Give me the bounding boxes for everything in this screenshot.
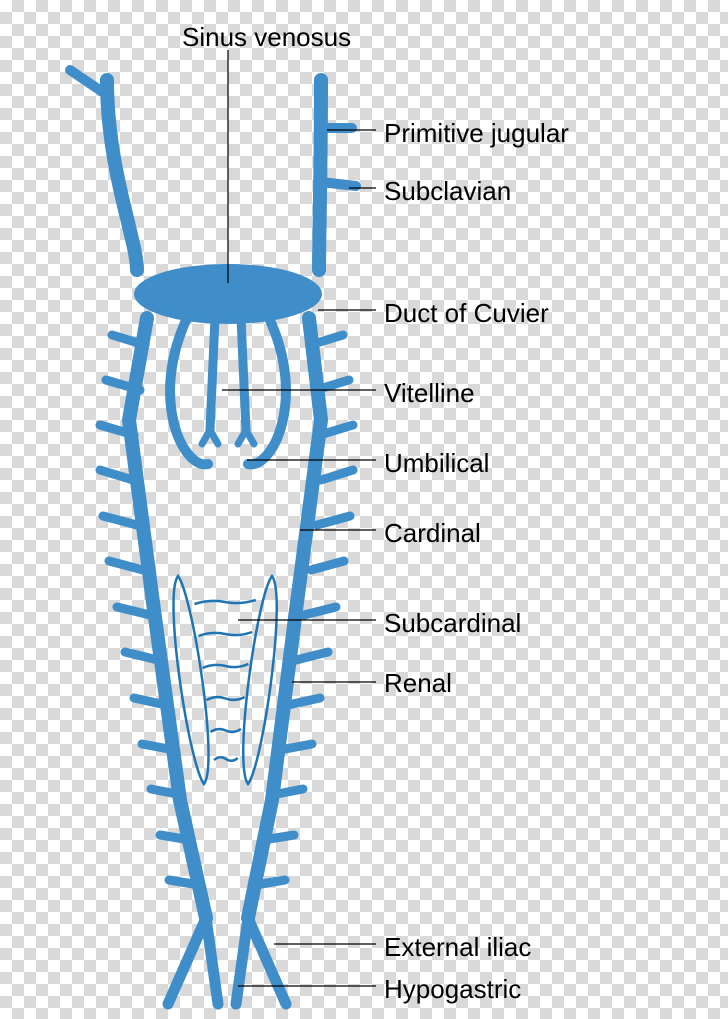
segmental-right-4	[317, 516, 350, 525]
label-external_iliac: External iliac	[384, 932, 531, 963]
segmental-right-12	[255, 880, 285, 885]
segmental-right-5	[311, 561, 344, 570]
label-subcardinal: Subcardinal	[384, 608, 521, 639]
segmental-left-6	[117, 607, 150, 615]
vitelline-left-fork2	[210, 430, 218, 444]
vitelline-right-fork2	[246, 430, 254, 444]
hypogastric-left	[206, 918, 218, 1004]
hypogastric-right	[236, 918, 248, 1004]
label-umbilical: Umbilical	[384, 448, 489, 479]
title-label: Sinus venosus	[182, 22, 351, 53]
segmental-left-3	[100, 470, 133, 480]
segmental-left-11	[160, 835, 190, 840]
segmental-left-9	[142, 744, 174, 750]
external-iliac-left	[168, 918, 206, 1004]
segmental-left-12	[169, 880, 199, 885]
segmental-right-8	[288, 698, 320, 705]
vitelline-right	[241, 318, 246, 430]
segmental-right-9	[280, 744, 312, 750]
subcardinal-cross-5	[214, 757, 238, 761]
label-vitelline: Vitelline	[384, 378, 475, 409]
label-cardinal: Cardinal	[384, 518, 481, 549]
label-hypogastric: Hypogastric	[384, 974, 521, 1005]
segmental-right-11	[263, 835, 294, 840]
label-primitive_jugular: Primitive jugular	[384, 118, 569, 149]
segmental-right-7	[296, 652, 328, 660]
right-subclavian-branch	[321, 182, 356, 186]
segmental-left-5	[109, 561, 143, 570]
anterior-cardinal-left	[107, 80, 137, 270]
segmental-left-4	[103, 516, 137, 525]
label-renal: Renal	[384, 668, 452, 699]
external-iliac-right	[248, 918, 286, 1004]
segmental-left-10	[151, 789, 182, 795]
subcardinal-cross-3	[207, 697, 245, 700]
anterior-cardinal-right	[319, 80, 321, 270]
segmental-right-3	[321, 470, 353, 480]
label-duct_of_cuvier: Duct of Cuvier	[384, 298, 549, 329]
label-subclavian: Subclavian	[384, 176, 511, 207]
vitelline-left	[210, 318, 215, 430]
segmental-right-10	[272, 789, 303, 795]
subcardinal-cross-0	[195, 600, 256, 604]
segmental-right-6	[304, 607, 336, 615]
subcardinal-cross-1	[199, 632, 253, 636]
subcardinal-cross-4	[211, 729, 242, 732]
subcardinal-cross-2	[203, 664, 249, 668]
